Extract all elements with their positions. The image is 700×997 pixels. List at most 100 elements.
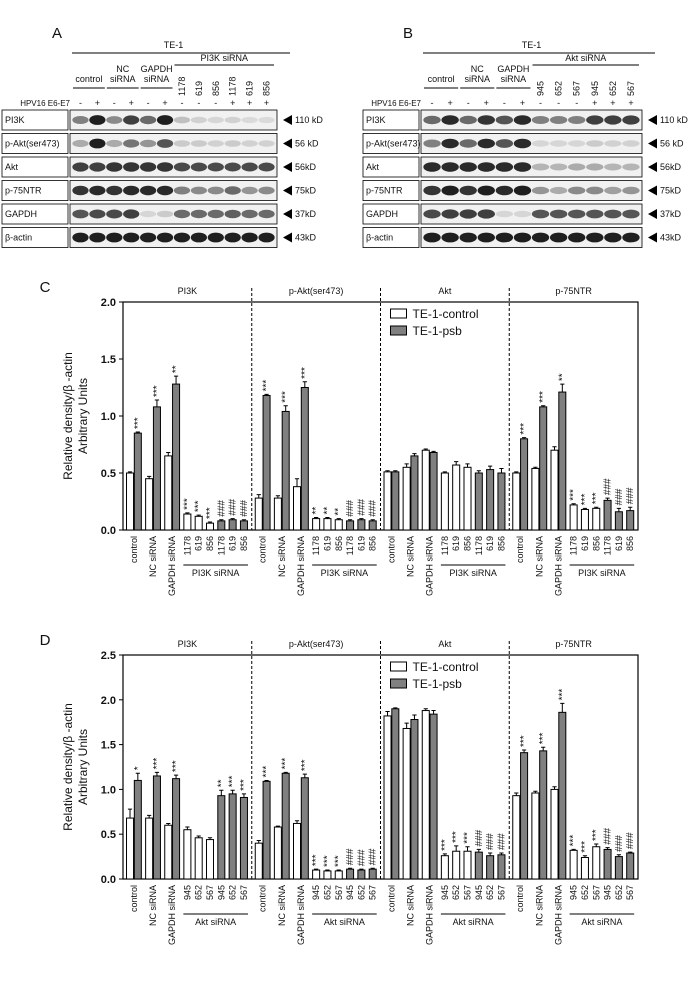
error-bar bbox=[521, 749, 527, 753]
band bbox=[531, 232, 550, 243]
bar bbox=[452, 850, 461, 880]
band bbox=[495, 115, 514, 125]
error-bar bbox=[594, 506, 599, 509]
error-bar bbox=[488, 465, 493, 470]
blot-box bbox=[69, 109, 278, 131]
x-tick-label: 1178 bbox=[311, 536, 321, 555]
x-tick-label: 652 bbox=[228, 885, 238, 900]
lane-label: 567 bbox=[572, 81, 582, 96]
x-tick-label: 619 bbox=[228, 536, 238, 551]
y-axis-label: Relative density/β -actin bbox=[61, 352, 75, 480]
bar bbox=[512, 795, 521, 880]
bar bbox=[421, 449, 430, 531]
band bbox=[106, 232, 123, 243]
bar bbox=[429, 713, 438, 880]
error-bar bbox=[370, 867, 375, 870]
error-bar bbox=[552, 786, 557, 790]
significance: ### bbox=[368, 848, 379, 865]
band bbox=[173, 162, 191, 172]
error-bar bbox=[423, 708, 428, 711]
band bbox=[586, 186, 604, 195]
error-bar bbox=[465, 846, 470, 852]
x-tick-label: 856 bbox=[463, 536, 473, 551]
error-bar bbox=[185, 826, 190, 830]
bar bbox=[254, 842, 263, 880]
error-bar bbox=[582, 507, 588, 510]
x-tick-label: 619 bbox=[614, 536, 624, 551]
error-bar bbox=[294, 820, 300, 824]
band bbox=[495, 185, 514, 196]
row-label-box bbox=[1, 180, 69, 201]
panel-label: A bbox=[52, 25, 62, 42]
error-bar bbox=[147, 814, 152, 819]
legend-swatch bbox=[390, 325, 407, 336]
band bbox=[258, 140, 275, 147]
x-tick-label: 856 bbox=[205, 536, 215, 551]
significance: *** bbox=[569, 835, 580, 847]
bar bbox=[126, 472, 135, 531]
arrow bbox=[283, 138, 292, 149]
subgroup-label: Akt siRNA bbox=[581, 917, 622, 927]
band bbox=[241, 116, 258, 124]
band bbox=[207, 232, 224, 243]
group-label: siRNA bbox=[110, 74, 136, 84]
size-label: 56 kD bbox=[660, 139, 684, 149]
size-label: 56 kD bbox=[295, 139, 319, 149]
significance: *** bbox=[334, 855, 345, 867]
significance: ### bbox=[614, 835, 625, 852]
band bbox=[441, 232, 459, 243]
significance: ### bbox=[614, 488, 625, 505]
bar bbox=[603, 499, 612, 531]
band bbox=[224, 140, 241, 147]
band bbox=[495, 139, 514, 148]
band bbox=[586, 115, 604, 125]
band bbox=[140, 139, 157, 148]
bar bbox=[164, 455, 173, 531]
x-tick-label: NC siRNA bbox=[277, 536, 287, 577]
band bbox=[604, 209, 622, 219]
x-tick-label: GAPDH siRNA bbox=[425, 536, 435, 596]
x-tick-label: 567 bbox=[496, 885, 506, 900]
error-bar bbox=[166, 451, 171, 456]
x-tick-label: GAPDH siRNA bbox=[296, 536, 306, 596]
bar bbox=[440, 855, 449, 880]
band bbox=[140, 162, 157, 172]
significance: *** bbox=[557, 689, 568, 701]
band bbox=[604, 163, 622, 171]
group-label: control bbox=[75, 74, 102, 84]
x-tick-label: control bbox=[258, 536, 268, 563]
significance: ### bbox=[216, 500, 227, 517]
bar bbox=[194, 837, 203, 880]
error-bar bbox=[275, 495, 280, 499]
band bbox=[123, 115, 140, 125]
x-tick-label: 1178 bbox=[569, 536, 579, 555]
row-label-box bbox=[362, 180, 420, 201]
band bbox=[568, 186, 586, 195]
blot-box bbox=[69, 227, 278, 248]
bar bbox=[569, 849, 578, 880]
subgroup-label: Akt siRNA bbox=[195, 917, 236, 927]
band bbox=[441, 138, 459, 149]
significance: ** bbox=[557, 373, 568, 381]
band bbox=[241, 162, 258, 172]
band bbox=[224, 116, 241, 124]
band bbox=[622, 186, 640, 195]
error-bar bbox=[571, 848, 576, 851]
treatment-label: HPV16 E6-E7 bbox=[20, 99, 70, 108]
y-axis-label: Relative density/β -actin bbox=[61, 703, 75, 831]
row-label: β-actin bbox=[366, 233, 393, 243]
bar bbox=[262, 780, 271, 880]
row-label-box bbox=[362, 133, 420, 154]
lane-label: 856 bbox=[211, 81, 221, 96]
size-label: 37kD bbox=[660, 209, 682, 219]
bar bbox=[133, 432, 142, 531]
band bbox=[241, 232, 258, 243]
bar bbox=[550, 449, 559, 531]
lane-label: 945 bbox=[536, 81, 546, 96]
error-bar bbox=[135, 431, 140, 434]
error-bar bbox=[412, 714, 417, 720]
legend-swatch bbox=[390, 661, 407, 672]
error-bar bbox=[616, 507, 621, 512]
x-tick-label: 567 bbox=[368, 885, 378, 900]
bar bbox=[429, 451, 438, 531]
